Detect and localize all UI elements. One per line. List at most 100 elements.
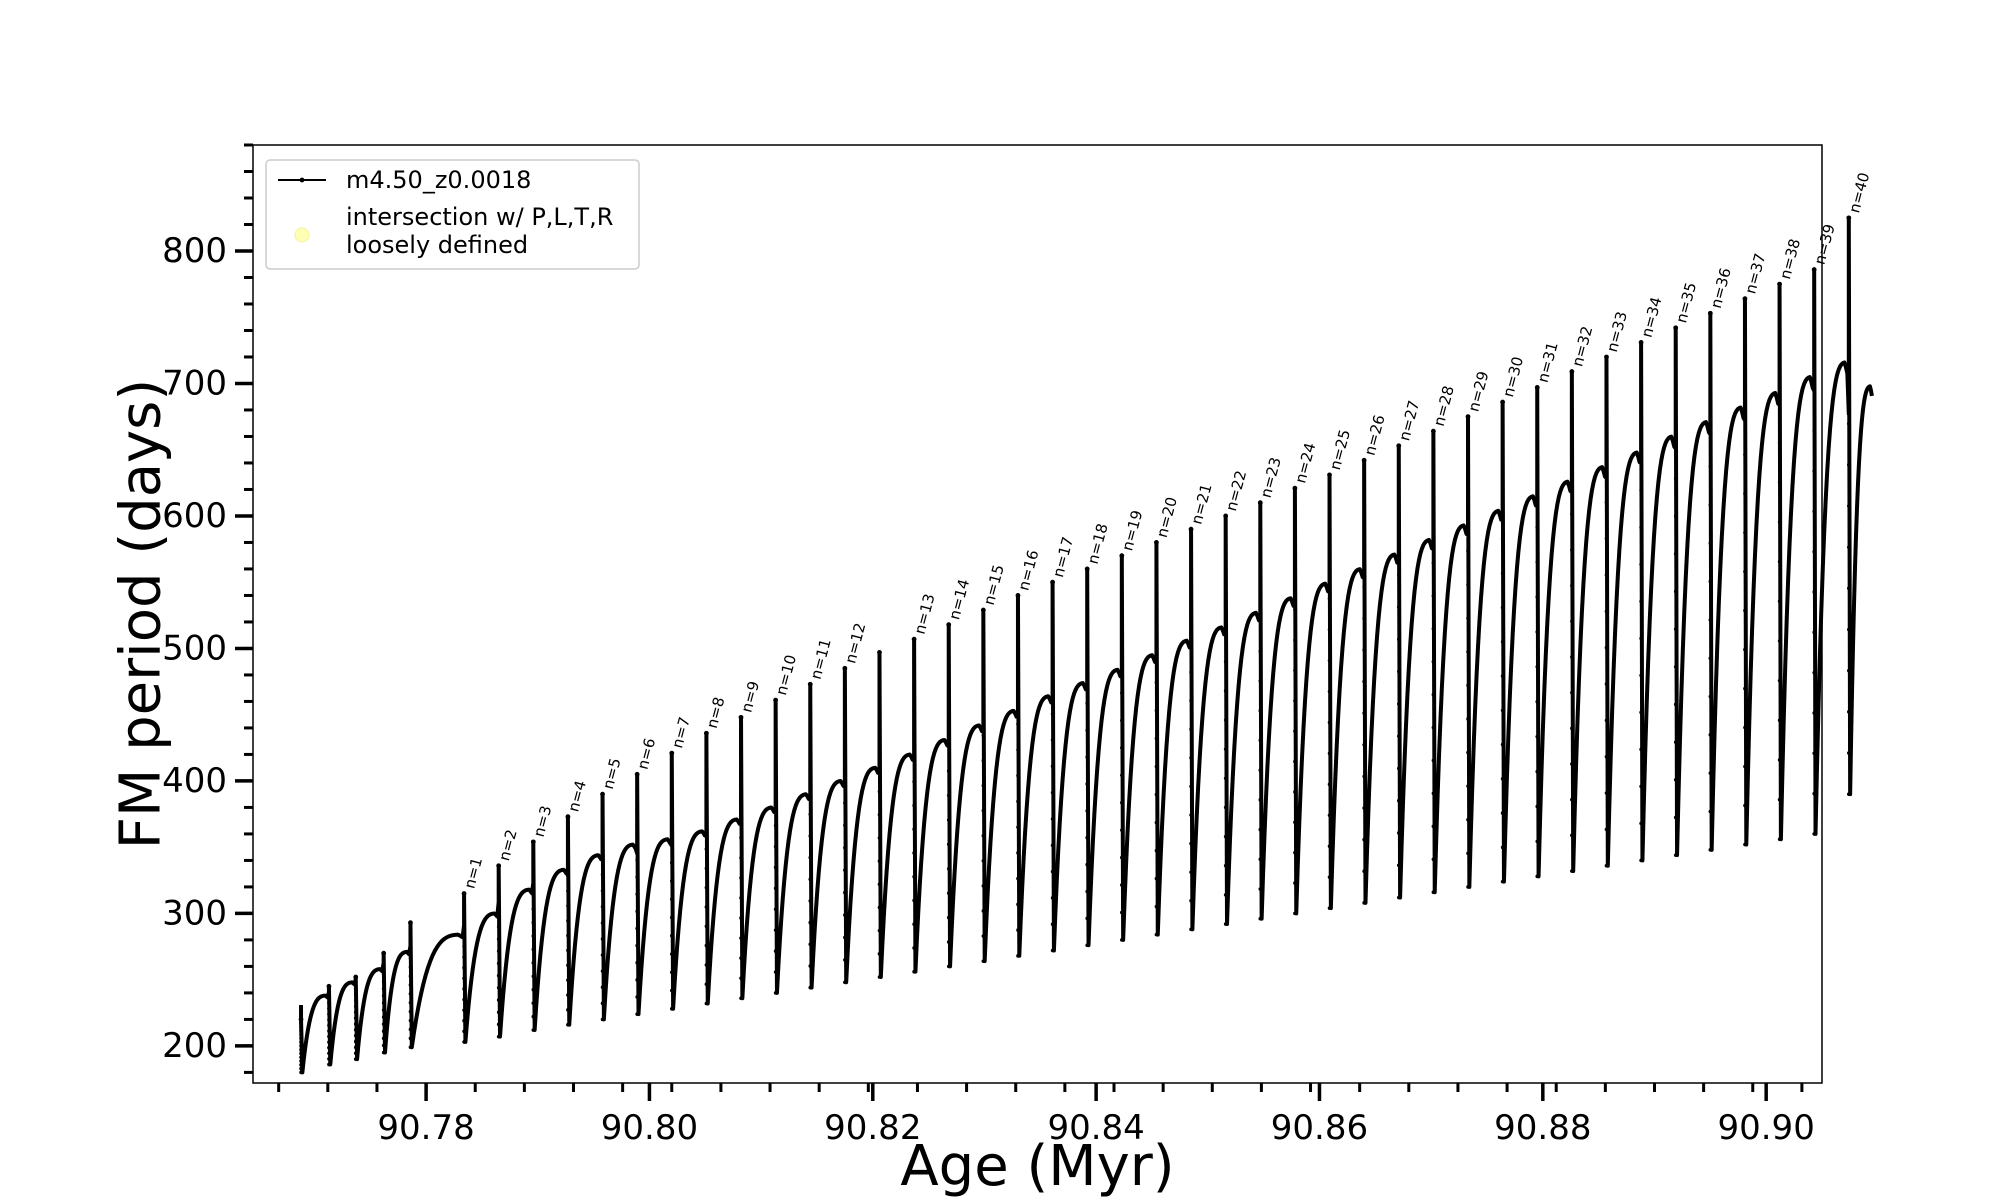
data-point bbox=[1431, 462, 1436, 466]
data-point bbox=[353, 1004, 358, 1009]
data-point bbox=[353, 1045, 358, 1050]
data-point bbox=[635, 875, 639, 879]
data-point bbox=[531, 866, 536, 871]
data-point bbox=[1604, 464, 1609, 468]
data-point bbox=[1327, 565, 1332, 570]
data-point bbox=[1016, 876, 1020, 881]
data-point bbox=[381, 1050, 386, 1055]
data-point bbox=[600, 872, 605, 877]
data-point bbox=[1396, 508, 1401, 513]
data-point bbox=[1120, 800, 1124, 805]
data-point bbox=[1431, 692, 1436, 697]
data-point bbox=[912, 827, 916, 831]
data-point bbox=[1085, 782, 1089, 786]
data-point bbox=[566, 1008, 570, 1012]
data-point bbox=[704, 1001, 709, 1006]
data-point bbox=[1500, 845, 1505, 850]
data-point bbox=[1258, 708, 1263, 713]
data-point bbox=[381, 972, 386, 977]
data-point bbox=[566, 993, 570, 997]
data-point bbox=[1396, 798, 1401, 803]
data-point bbox=[299, 1063, 303, 1067]
data-point bbox=[408, 983, 413, 987]
pulse-peak-point bbox=[1604, 354, 1609, 360]
pulse-peak-point bbox=[1188, 526, 1194, 532]
data-point bbox=[1500, 571, 1505, 576]
data-point bbox=[1847, 627, 1851, 632]
data-point bbox=[1708, 579, 1713, 584]
data-point bbox=[1396, 476, 1401, 480]
data-point bbox=[739, 916, 743, 920]
data-point bbox=[1431, 725, 1436, 730]
pulse-peak-point bbox=[807, 681, 813, 687]
data-point bbox=[912, 779, 916, 784]
data-point bbox=[704, 924, 709, 929]
data-point bbox=[1189, 555, 1193, 560]
data-point bbox=[1258, 619, 1263, 624]
y-axis-title: FM period (days) bbox=[109, 379, 174, 849]
data-point bbox=[1847, 463, 1851, 467]
data-point bbox=[946, 769, 951, 773]
data-point bbox=[1016, 619, 1020, 623]
data-point bbox=[773, 970, 778, 974]
data-point bbox=[299, 1028, 303, 1033]
data-point bbox=[739, 976, 743, 980]
data-point bbox=[1777, 480, 1782, 485]
pulse-peak-point bbox=[669, 750, 675, 756]
data-point bbox=[299, 1066, 303, 1071]
data-point bbox=[635, 926, 639, 931]
data-point bbox=[381, 965, 386, 970]
data-point bbox=[1085, 594, 1089, 598]
data-point bbox=[635, 892, 639, 897]
data-point bbox=[496, 961, 501, 966]
data-point bbox=[1396, 734, 1401, 738]
data-point bbox=[1120, 691, 1124, 695]
data-point bbox=[946, 915, 951, 920]
data-point bbox=[704, 885, 709, 890]
data-point bbox=[1639, 488, 1643, 493]
data-point bbox=[1708, 388, 1713, 392]
data-point bbox=[1777, 361, 1782, 366]
data-point bbox=[1362, 837, 1366, 842]
data-point bbox=[462, 902, 466, 906]
data-point bbox=[299, 1051, 303, 1056]
data-point bbox=[299, 1021, 303, 1025]
data-point bbox=[462, 1040, 466, 1044]
data-point bbox=[1327, 751, 1332, 756]
data-point bbox=[1223, 543, 1228, 547]
data-point bbox=[1362, 490, 1366, 494]
data-point bbox=[381, 1001, 386, 1005]
data-point bbox=[1708, 809, 1713, 814]
data-point bbox=[496, 985, 501, 990]
data-point bbox=[1812, 832, 1816, 836]
data-point bbox=[1500, 434, 1505, 439]
data-point bbox=[1466, 616, 1470, 620]
data-point bbox=[1189, 870, 1193, 874]
data-point bbox=[1847, 380, 1851, 385]
x-tick-label: 90.88 bbox=[1494, 1108, 1591, 1148]
data-point bbox=[635, 960, 639, 965]
pulse-peak-point bbox=[738, 714, 744, 720]
data-point bbox=[327, 1029, 331, 1033]
data-point bbox=[299, 1032, 303, 1037]
data-point bbox=[1743, 491, 1747, 496]
data-point bbox=[462, 1008, 466, 1012]
data-point bbox=[531, 1028, 536, 1032]
data-point bbox=[1673, 702, 1678, 707]
data-point bbox=[1293, 911, 1297, 916]
data-point bbox=[1050, 738, 1055, 742]
data-point bbox=[1431, 758, 1436, 763]
data-point bbox=[773, 865, 778, 870]
data-point bbox=[1535, 595, 1540, 599]
data-point bbox=[1708, 848, 1713, 852]
data-point bbox=[1362, 648, 1366, 652]
data-point bbox=[1050, 633, 1055, 637]
pulse-peak-point bbox=[911, 636, 917, 642]
data-point bbox=[1777, 520, 1782, 524]
data-point bbox=[1570, 797, 1574, 802]
data-point bbox=[1673, 627, 1678, 631]
data-point bbox=[1050, 948, 1055, 953]
data-point bbox=[1016, 645, 1020, 649]
data-point bbox=[669, 787, 674, 792]
data-point bbox=[1604, 754, 1609, 759]
